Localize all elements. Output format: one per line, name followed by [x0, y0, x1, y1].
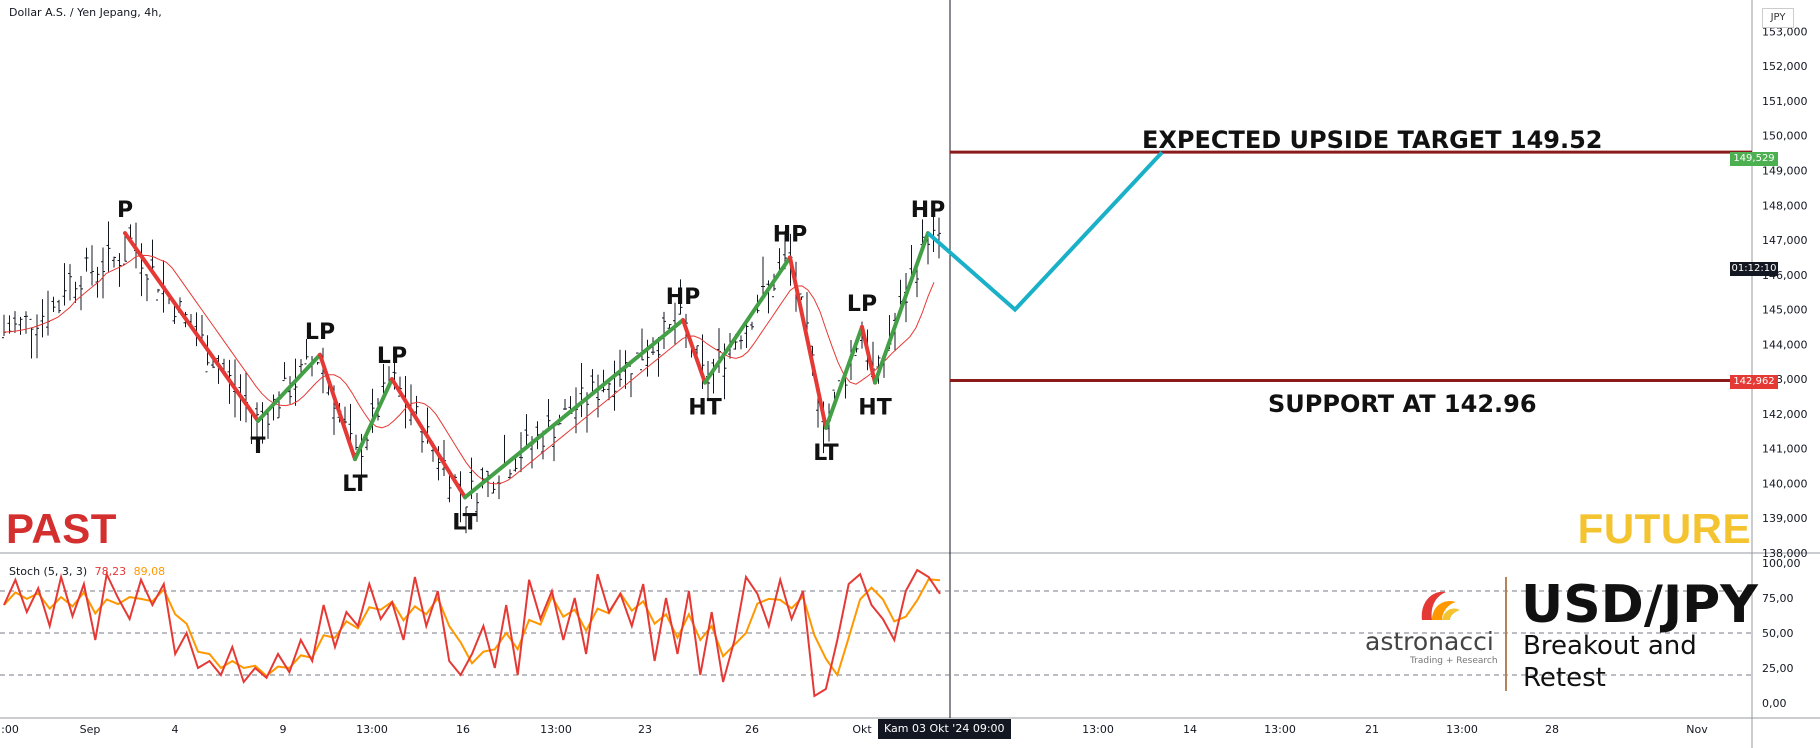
- stoch-k-value: 78,23: [94, 565, 127, 578]
- time-tick-label: 23: [638, 723, 652, 736]
- down-leg: [681, 318, 707, 385]
- stochastic-panel: 100,00 75,00 50,00 25,00 0,00: [0, 557, 1801, 710]
- time-tick-label: 21: [1365, 723, 1379, 736]
- down-leg: [123, 231, 260, 423]
- pivot-label: LT: [813, 441, 838, 466]
- pivot-label: HT: [858, 396, 891, 421]
- time-tick-label: 26: [745, 723, 759, 736]
- pair-title: USD/JPY: [1521, 575, 1758, 635]
- stoch-d-line: [3, 578, 941, 678]
- chart-title: Dollar A.S. / Yen Jepang, 4h,: [9, 6, 162, 19]
- swing-legs: [123, 231, 930, 500]
- time-tick-label: 9: [280, 723, 287, 736]
- pivot-label: HP: [773, 222, 808, 247]
- stoch-tick-label: 50,00: [1762, 627, 1794, 640]
- moving-average: [3, 254, 935, 485]
- time-tick-label: 28: [1545, 723, 1559, 736]
- time-axis: :00 Sep 4 9 13:00 16 13:00 23 26 Okt 13:00 14 13:00 2…: [1, 723, 1708, 736]
- pivot-label: HP: [911, 198, 946, 223]
- down-leg: [860, 324, 877, 385]
- countdown-tag: 01:12:10: [1730, 262, 1778, 276]
- price-tick-label: 151,000: [1762, 95, 1808, 108]
- description-line-2: Retest: [1523, 663, 1606, 693]
- price-tick-label: 153,000: [1762, 25, 1808, 38]
- price-tick-label: 142,000: [1762, 408, 1808, 421]
- pivot-label: LT: [342, 472, 367, 497]
- pivot-label: LT: [452, 510, 477, 535]
- time-tick-label: 13:00: [356, 723, 388, 736]
- time-tick-label: Sep: [80, 723, 101, 736]
- price-tick-label: 138,000: [1762, 547, 1808, 560]
- pair-description: Breakout and Retest: [1523, 630, 1697, 694]
- target-annotation: EXPECTED UPSIDE TARGET 149.52: [1142, 126, 1603, 154]
- ma-line: [3, 254, 935, 485]
- down-leg: [390, 377, 467, 500]
- pivot-label: LP: [377, 344, 407, 369]
- price-levels: [950, 150, 1752, 382]
- pivot-label: LP: [847, 292, 877, 317]
- time-tick-label: Nov: [1686, 723, 1708, 736]
- stoch-tick-label: 75,00: [1762, 592, 1794, 605]
- time-tick-label: 16: [456, 723, 470, 736]
- past-label: PAST: [6, 505, 117, 552]
- stoch-d-value: 89,08: [133, 565, 166, 578]
- price-tick-label: 141,000: [1762, 443, 1808, 456]
- currency-label[interactable]: JPY: [1762, 8, 1794, 28]
- stoch-name: Stoch (5, 3, 3): [9, 565, 88, 578]
- price-tick-label: 149,000: [1762, 164, 1808, 177]
- time-tick-label: 13:00: [540, 723, 572, 736]
- price-tick-label: 139,000: [1762, 512, 1808, 525]
- target-price-tag: 149,529: [1730, 152, 1778, 166]
- price-axis: 153,000 152,000 151,000 150,000 149,000 148,0…: [1762, 25, 1808, 560]
- stoch-tick-label: 100,00: [1762, 557, 1801, 570]
- price-tick-label: 145,000: [1762, 304, 1808, 317]
- time-tick-label: 13:00: [1264, 723, 1296, 736]
- down-leg: [318, 352, 357, 462]
- pivot-label: T: [250, 434, 265, 459]
- down-leg: [788, 255, 828, 430]
- up-leg: [353, 377, 394, 462]
- up-leg: [463, 318, 685, 500]
- brand-subtitle: Trading + Research: [1410, 656, 1498, 666]
- price-tick-label: 150,000: [1762, 130, 1808, 143]
- pivot-label: LP: [305, 320, 335, 345]
- projection-path: [926, 151, 1164, 313]
- pivot-labels: P T LP LT LP LT HP HT HP LT LP HT HP: [117, 198, 945, 535]
- up-leg: [703, 255, 792, 385]
- pivot-label: HT: [688, 396, 721, 421]
- description-line-1: Breakout and: [1523, 631, 1697, 661]
- price-tick-label: 147,000: [1762, 234, 1808, 247]
- title-divider: [1505, 577, 1507, 691]
- time-tick-label: Okt: [852, 723, 872, 736]
- support-price-tag: 142,962: [1730, 375, 1778, 389]
- price-tick-label: 152,000: [1762, 60, 1808, 73]
- future-label: FUTURE: [1577, 505, 1751, 552]
- astronacci-logo-icon: [1421, 591, 1460, 620]
- time-tick-label: 14: [1183, 723, 1197, 736]
- stoch-tick-label: 0,00: [1762, 697, 1787, 710]
- price-tick-label: 140,000: [1762, 477, 1808, 490]
- stoch-k-line: [3, 568, 941, 698]
- up-leg: [873, 231, 930, 385]
- price-tick-label: 144,000: [1762, 338, 1808, 351]
- time-cursor-label: Kam 03 Okt '24 09:00: [878, 719, 1011, 739]
- pivot-label: P: [117, 198, 133, 223]
- price-tick-label: 148,000: [1762, 199, 1808, 212]
- time-tick-label: 13:00: [1082, 723, 1114, 736]
- pivot-label: HP: [666, 285, 701, 310]
- up-leg: [256, 352, 322, 423]
- time-tick-label: 4: [172, 723, 179, 736]
- up-leg: [824, 324, 864, 430]
- projection-line: [926, 151, 1164, 313]
- brand-name: astronacci: [1365, 627, 1494, 656]
- stoch-tick-label: 25,00: [1762, 662, 1794, 675]
- stoch-legend[interactable]: Stoch (5, 3, 3) 78,23 89,08: [9, 565, 165, 578]
- support-annotation: SUPPORT AT 142.96: [1268, 390, 1537, 418]
- time-tick-label: :00: [1, 723, 19, 736]
- time-tick-label: 13:00: [1446, 723, 1478, 736]
